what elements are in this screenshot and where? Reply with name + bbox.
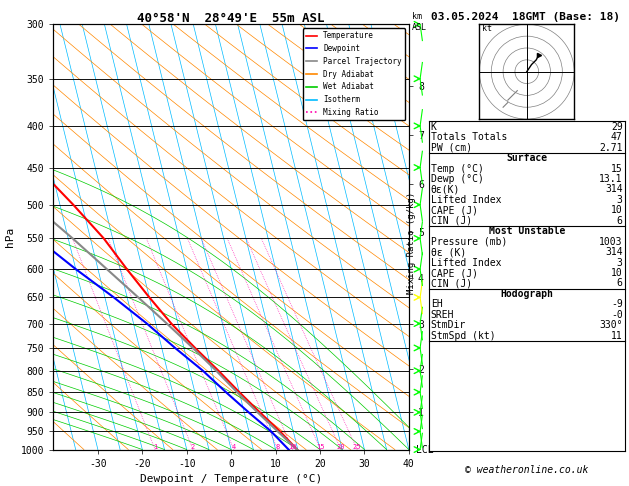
Text: 314: 314 xyxy=(605,184,623,194)
Text: 2.71: 2.71 xyxy=(599,142,623,153)
Text: StmSpd (kt): StmSpd (kt) xyxy=(431,330,496,341)
Text: kt: kt xyxy=(482,24,492,34)
X-axis label: Dewpoint / Temperature (°C): Dewpoint / Temperature (°C) xyxy=(140,474,322,484)
Text: 1003: 1003 xyxy=(599,237,623,247)
Text: Lifted Index: Lifted Index xyxy=(431,195,501,205)
Text: CAPE (J): CAPE (J) xyxy=(431,205,478,215)
Text: © weatheronline.co.uk: © weatheronline.co.uk xyxy=(465,465,589,475)
Text: 4: 4 xyxy=(231,444,236,450)
Text: Pressure (mb): Pressure (mb) xyxy=(431,237,507,247)
Text: θε(K): θε(K) xyxy=(431,184,460,194)
Text: 15: 15 xyxy=(316,444,325,450)
Text: 3: 3 xyxy=(617,195,623,205)
Y-axis label: hPa: hPa xyxy=(6,227,15,247)
Text: 1: 1 xyxy=(153,444,157,450)
Text: Lifted Index: Lifted Index xyxy=(431,258,501,268)
Text: StmDir: StmDir xyxy=(431,320,466,330)
Text: 03.05.2024  18GMT (Base: 18): 03.05.2024 18GMT (Base: 18) xyxy=(431,12,620,22)
Text: 330°: 330° xyxy=(599,320,623,330)
Text: 3: 3 xyxy=(617,258,623,268)
Text: CIN (J): CIN (J) xyxy=(431,278,472,289)
Text: Temp (°C): Temp (°C) xyxy=(431,163,484,174)
Text: 29: 29 xyxy=(611,122,623,132)
Text: Dewp (°C): Dewp (°C) xyxy=(431,174,484,184)
Text: Most Unstable: Most Unstable xyxy=(489,226,565,236)
Text: CIN (J): CIN (J) xyxy=(431,216,472,226)
Text: 2: 2 xyxy=(191,444,195,450)
Text: θε (K): θε (K) xyxy=(431,247,466,257)
Text: 47: 47 xyxy=(611,132,623,142)
Text: km
ASL: km ASL xyxy=(412,12,427,32)
Text: PW (cm): PW (cm) xyxy=(431,142,472,153)
Text: 13.1: 13.1 xyxy=(599,174,623,184)
Text: 20: 20 xyxy=(337,444,345,450)
Text: 11: 11 xyxy=(611,330,623,341)
Text: 10: 10 xyxy=(289,444,297,450)
Text: 15: 15 xyxy=(611,163,623,174)
Text: 10: 10 xyxy=(611,205,623,215)
Text: K: K xyxy=(431,122,437,132)
Text: 40°58'N  28°49'E  55m ASL: 40°58'N 28°49'E 55m ASL xyxy=(137,12,325,25)
Text: Mixing Ratio (g/kg): Mixing Ratio (g/kg) xyxy=(407,192,416,294)
Text: 6: 6 xyxy=(617,278,623,289)
Text: Hodograph: Hodograph xyxy=(500,289,554,299)
Text: 10: 10 xyxy=(611,268,623,278)
Text: 314: 314 xyxy=(605,247,623,257)
Text: 8: 8 xyxy=(276,444,280,450)
Text: 25: 25 xyxy=(353,444,362,450)
Text: -0: -0 xyxy=(611,310,623,320)
Text: SREH: SREH xyxy=(431,310,454,320)
Legend: Temperature, Dewpoint, Parcel Trajectory, Dry Adiabat, Wet Adiabat, Isotherm, Mi: Temperature, Dewpoint, Parcel Trajectory… xyxy=(303,28,405,120)
Text: LCL: LCL xyxy=(416,445,433,454)
Text: EH: EH xyxy=(431,299,443,310)
Text: -9: -9 xyxy=(611,299,623,310)
Text: CAPE (J): CAPE (J) xyxy=(431,268,478,278)
Text: Surface: Surface xyxy=(506,153,547,163)
Text: Totals Totals: Totals Totals xyxy=(431,132,507,142)
Text: 6: 6 xyxy=(617,216,623,226)
